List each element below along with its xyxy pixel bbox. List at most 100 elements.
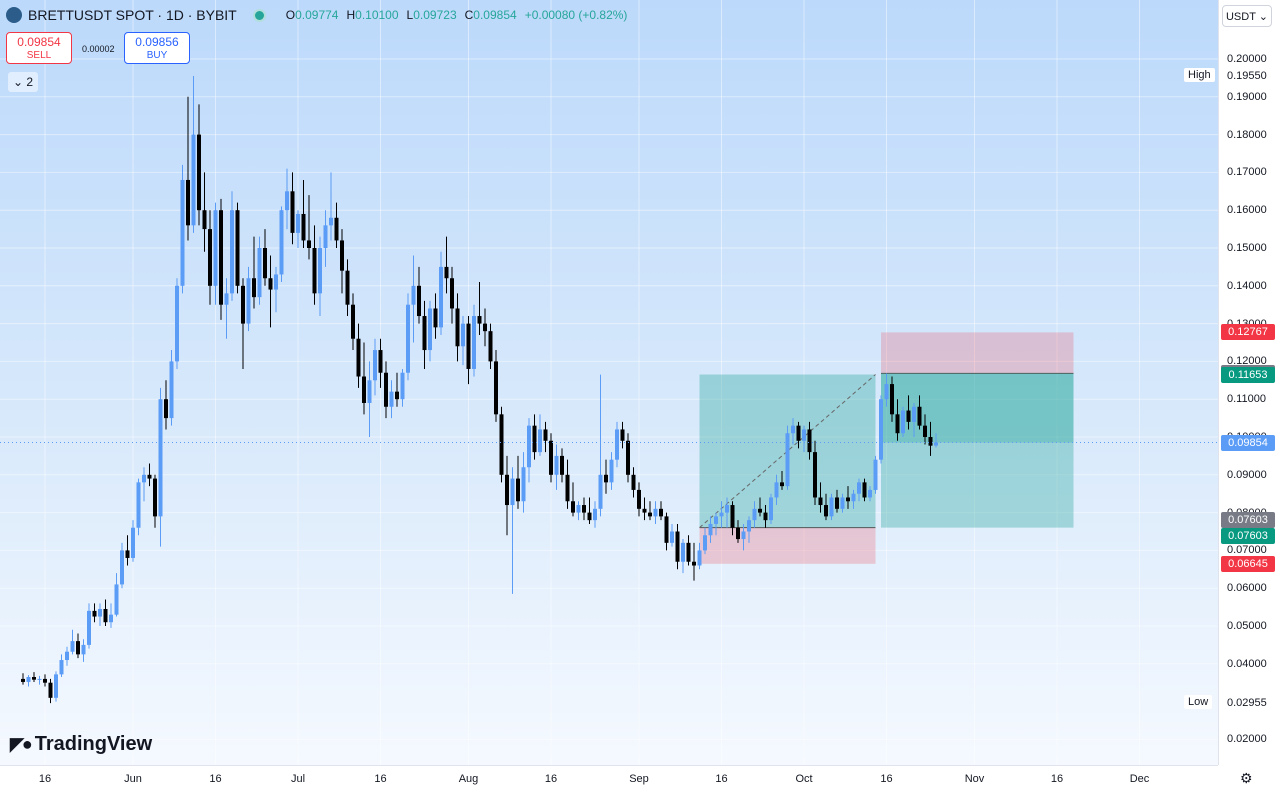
high-value: 0.10100 — [355, 8, 399, 22]
low-marker-label: Low — [1184, 695, 1213, 710]
candle-body — [857, 482, 861, 494]
candle-body — [631, 474, 636, 490]
candle-body — [494, 361, 498, 415]
chart-area[interactable] — [0, 0, 1218, 765]
indicators-count: 2 — [26, 75, 34, 89]
candle-body — [488, 331, 493, 362]
candle-body — [686, 542, 691, 562]
sell-button[interactable]: 0.09854 SELL — [6, 32, 72, 64]
candle-body — [774, 482, 779, 498]
candle-body — [928, 437, 933, 446]
tradingview-logo[interactable]: ◤● TradingView — [10, 733, 152, 756]
price-tick-label: 0.14000 — [1227, 279, 1267, 292]
price-axis[interactable]: 0.20000 0.19000 0.18000 0.17000 0.16000 0.150… — [1218, 0, 1276, 765]
candle-body — [615, 429, 619, 460]
candle-body — [109, 614, 113, 623]
candle-body — [186, 179, 190, 226]
gear-icon[interactable]: ⚙ — [1240, 770, 1253, 786]
candle-body — [527, 425, 531, 468]
candle-body — [230, 210, 234, 294]
price-tick-label: 0.18000 — [1227, 128, 1267, 141]
time-tick-label: Jul — [290, 773, 306, 785]
symbol-title[interactable]: BRETTUSDT SPOT · 1D · BYBIT — [28, 7, 237, 23]
candle-body — [241, 285, 245, 324]
candle-body — [329, 217, 333, 226]
time-tick-label: Aug — [458, 773, 479, 785]
candle-body — [659, 508, 663, 517]
time-axis[interactable]: 16 Jun 16 Jul 16 Aug 16 Sep 16 Oct 16 Nov 16 Dec — [0, 765, 1218, 792]
price-tick-label: 0.04000 — [1227, 657, 1267, 670]
candle-body — [802, 429, 806, 441]
spread-value: 0.00002 — [82, 44, 115, 54]
candle-body — [169, 361, 174, 419]
sell-label: SELL — [26, 50, 52, 61]
candle-body — [142, 474, 146, 483]
candle-body — [664, 516, 669, 543]
time-tick-label: 16 — [1050, 773, 1064, 785]
candle-body — [725, 505, 729, 513]
candle-body — [763, 512, 768, 521]
candle-body — [26, 677, 31, 682]
candle-body — [81, 644, 86, 655]
candle-body — [752, 508, 757, 521]
close-label: C — [464, 8, 474, 22]
candle-body — [21, 678, 25, 682]
candle-body — [439, 266, 443, 328]
candle-body — [549, 440, 553, 475]
candle-body — [400, 372, 405, 400]
candle-body — [98, 608, 102, 617]
candle-body — [840, 497, 845, 509]
chevron-down-icon: ⌄ — [12, 75, 24, 89]
candle-body — [158, 399, 163, 517]
candle-body — [362, 376, 366, 403]
buy-button[interactable]: 0.09856 BUY — [124, 32, 190, 64]
currency-selector[interactable]: USDT ⌄ — [1222, 5, 1272, 27]
candle-body — [131, 527, 135, 558]
time-tick-label: Dec — [1129, 773, 1150, 785]
price-tick-label: 0.19000 — [1227, 90, 1267, 103]
low-price-tick: 0.02955 — [1227, 697, 1267, 710]
candle-body — [543, 429, 548, 441]
candle-body — [114, 584, 119, 615]
candle-body — [257, 248, 262, 298]
candle-body — [301, 213, 306, 241]
candle-body — [670, 531, 674, 543]
time-tick-label: Nov — [964, 773, 985, 785]
candle-body — [532, 425, 537, 453]
candle-body — [516, 478, 520, 502]
candle-body — [560, 455, 564, 475]
candle-body — [868, 489, 872, 498]
candle-body — [912, 406, 916, 422]
candle-body — [598, 474, 603, 509]
candle-body — [851, 493, 856, 502]
candle-body — [125, 550, 130, 558]
candle-body — [279, 210, 284, 275]
short-position-progress-zone — [881, 373, 1074, 443]
candle-body — [521, 467, 526, 502]
candlestick-chart[interactable] — [0, 0, 1218, 765]
candle-body — [818, 497, 823, 506]
time-tick-label: 16 — [38, 773, 52, 785]
candle-body — [103, 608, 108, 623]
candle-body — [758, 508, 762, 513]
candle-body — [785, 433, 790, 487]
candle-body — [450, 278, 454, 309]
time-tick-label: 16 — [880, 773, 893, 785]
price-axis-label: 0.11653 — [1221, 366, 1275, 383]
candle-body — [769, 497, 773, 521]
price-tick-label: 0.06000 — [1227, 582, 1267, 595]
candle-body — [406, 304, 410, 373]
candle-body — [87, 610, 91, 645]
candle-body — [334, 217, 339, 241]
candle-body — [884, 384, 889, 400]
price-tick-label: 0.07000 — [1227, 544, 1267, 557]
candle-body — [637, 489, 641, 509]
buy-price: 0.09856 — [135, 35, 179, 49]
coin-logo-icon — [6, 7, 22, 23]
candle-body — [934, 442, 938, 446]
indicators-toggle-button[interactable]: ⌄ 2 — [8, 72, 38, 92]
candle-body — [274, 274, 278, 290]
candle-body — [444, 266, 449, 279]
candle-body — [576, 505, 581, 513]
candle-body — [384, 372, 388, 407]
